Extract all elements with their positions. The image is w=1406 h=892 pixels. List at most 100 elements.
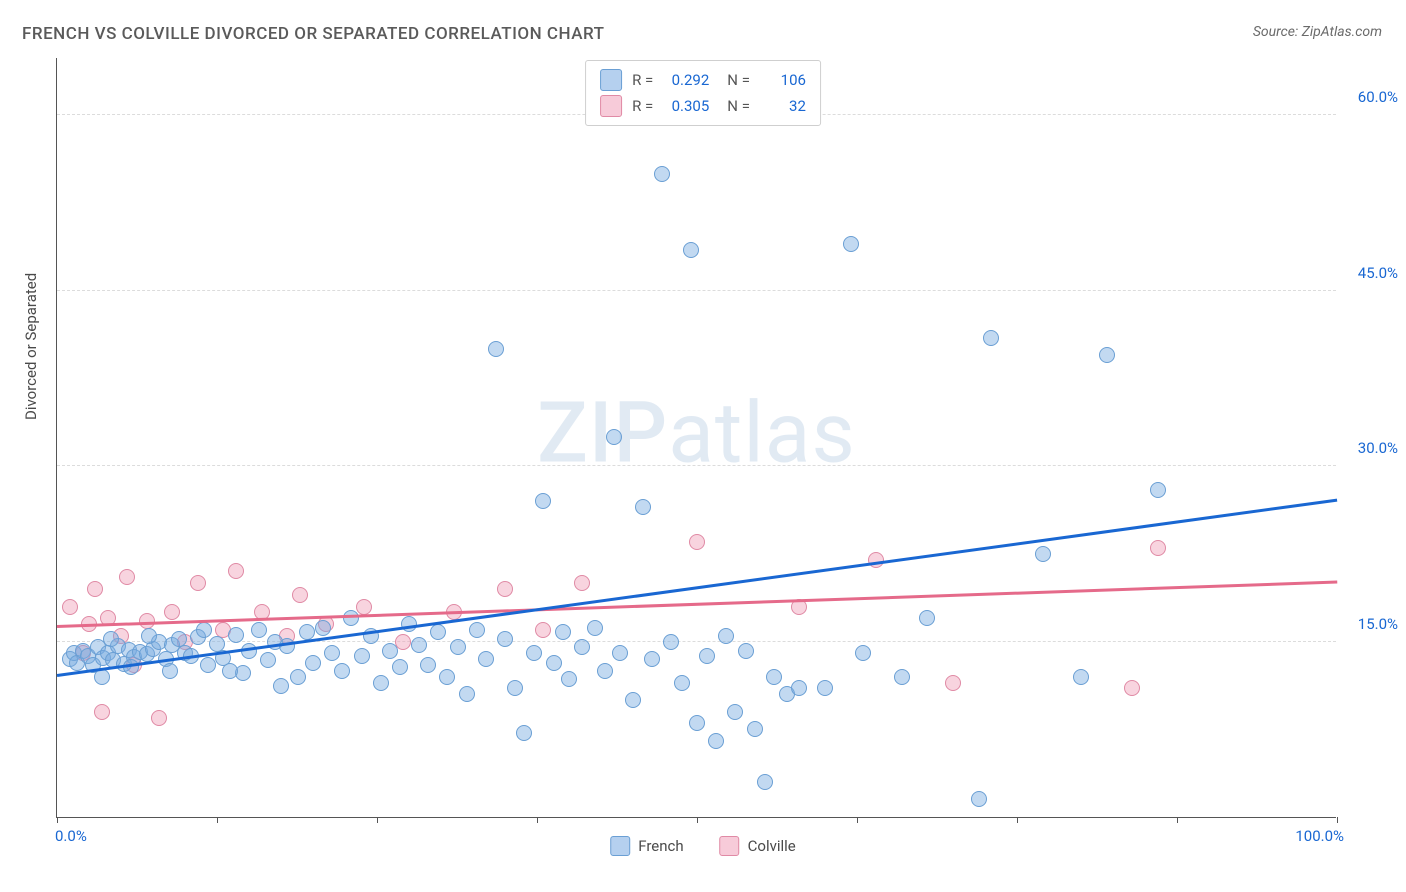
data-point-french — [817, 680, 833, 696]
data-point-french — [123, 659, 139, 675]
data-point-french — [382, 643, 398, 659]
data-point-french — [561, 671, 577, 687]
data-point-french — [727, 704, 743, 720]
data-point-french — [1099, 347, 1115, 363]
plot-area: ZIPatlas 15.0%30.0%45.0%60.0%0.0%100.0% — [56, 58, 1336, 818]
data-point-colville — [1150, 540, 1166, 556]
data-point-french — [228, 627, 244, 643]
legend-stat-row: R =0.292N =106 — [600, 67, 806, 93]
gridline — [57, 290, 1336, 291]
data-point-colville — [356, 599, 372, 615]
data-point-french — [699, 648, 715, 664]
data-point-french — [162, 663, 178, 679]
data-point-french — [420, 657, 436, 673]
data-point-french — [459, 686, 475, 702]
data-point-french — [103, 631, 119, 647]
data-point-colville — [868, 552, 884, 568]
data-point-colville — [1124, 680, 1140, 696]
data-point-french — [141, 628, 157, 644]
data-point-french — [305, 655, 321, 671]
data-point-french — [392, 659, 408, 675]
data-point-colville — [574, 575, 590, 591]
data-point-french — [241, 643, 257, 659]
data-point-colville — [535, 622, 551, 638]
data-point-french — [757, 774, 773, 790]
y-tick-label: 15.0% — [1358, 615, 1398, 633]
data-point-french — [516, 725, 532, 741]
data-point-french — [430, 624, 446, 640]
data-point-french — [497, 631, 513, 647]
y-tick-label: 45.0% — [1358, 264, 1398, 282]
r-label: R = — [632, 97, 653, 115]
x-tick-mark — [857, 817, 858, 823]
r-label: R = — [632, 71, 653, 89]
x-tick-mark — [1337, 817, 1338, 823]
data-point-french — [971, 791, 987, 807]
data-point-french — [654, 166, 670, 182]
data-point-french — [439, 669, 455, 685]
legend-series-label: Colville — [748, 837, 796, 855]
y-axis-label: Divorced or Separated — [22, 273, 40, 420]
data-point-french — [919, 610, 935, 626]
data-point-french — [354, 648, 370, 664]
legend-swatch — [600, 69, 622, 91]
data-point-french — [273, 678, 289, 694]
data-point-french — [791, 680, 807, 696]
data-point-french — [612, 645, 628, 661]
data-point-french — [469, 622, 485, 638]
data-point-french — [299, 624, 315, 640]
legend-series-item: French — [610, 836, 683, 856]
data-point-french — [546, 655, 562, 671]
x-tick-mark — [697, 817, 698, 823]
data-point-french — [587, 620, 603, 636]
data-point-french — [597, 663, 613, 679]
legend-series-item: Colville — [720, 836, 796, 856]
data-point-french — [373, 675, 389, 691]
data-point-french — [411, 637, 427, 653]
data-point-colville — [87, 581, 103, 597]
r-value: 0.305 — [663, 97, 709, 115]
gridline — [57, 641, 1336, 642]
x-tick-mark — [537, 817, 538, 823]
n-value: 32 — [760, 97, 806, 115]
data-point-french — [507, 680, 523, 696]
data-point-french — [574, 639, 590, 655]
watermark-prefix: ZIP — [537, 383, 668, 482]
legend-swatch — [610, 836, 630, 856]
data-point-french — [535, 493, 551, 509]
data-point-french — [663, 634, 679, 650]
data-point-french — [251, 622, 267, 638]
data-point-french — [290, 669, 306, 685]
legend-stat-row: R =0.305N =32 — [600, 93, 806, 119]
data-point-french — [334, 663, 350, 679]
data-point-french — [478, 651, 494, 667]
data-point-french — [683, 242, 699, 258]
data-point-colville — [164, 604, 180, 620]
data-point-french — [843, 236, 859, 252]
n-value: 106 — [760, 71, 806, 89]
data-point-french — [343, 610, 359, 626]
data-point-french — [315, 620, 331, 636]
data-point-colville — [945, 675, 961, 691]
data-point-french — [1035, 546, 1051, 562]
source-label: Source: ZipAtlas.com — [1253, 24, 1382, 40]
data-point-french — [674, 675, 690, 691]
x-tick-mark — [1017, 817, 1018, 823]
legend-swatch — [720, 836, 740, 856]
y-tick-label: 30.0% — [1358, 439, 1398, 457]
watermark-suffix: atlas — [668, 383, 856, 482]
data-point-colville — [94, 704, 110, 720]
y-tick-label: 60.0% — [1358, 88, 1398, 106]
data-point-colville — [228, 563, 244, 579]
data-point-french — [555, 624, 571, 640]
r-value: 0.292 — [663, 71, 709, 89]
data-point-french — [689, 715, 705, 731]
data-point-french — [450, 639, 466, 655]
data-point-french — [747, 721, 763, 737]
data-point-colville — [119, 569, 135, 585]
x-tick-label: 100.0% — [1295, 827, 1344, 845]
data-point-french — [324, 645, 340, 661]
data-point-colville — [139, 613, 155, 629]
watermark: ZIPatlas — [537, 383, 856, 482]
data-point-french — [488, 341, 504, 357]
